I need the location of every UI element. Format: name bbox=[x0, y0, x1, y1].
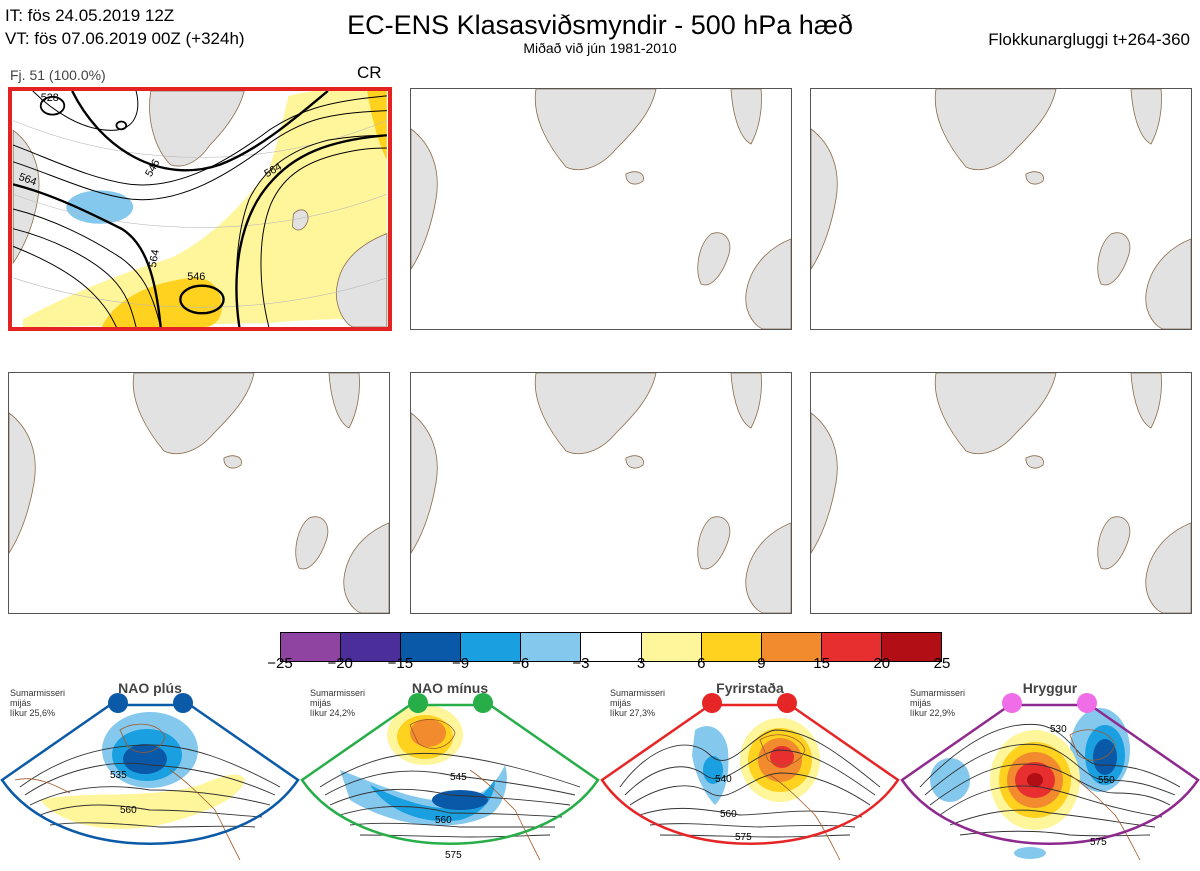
regime-nao-minus-map: 545 560 575 bbox=[300, 693, 600, 861]
regime-blocking-map: 540 560 575 bbox=[600, 693, 900, 861]
colorbar-segment bbox=[881, 633, 942, 661]
map-4-land bbox=[9, 373, 389, 613]
colorbar-tick-label: −9 bbox=[451, 655, 470, 672]
regime-info: Sumarmisseri mijás líkur 22,9% bbox=[910, 688, 966, 718]
colorbar-segment bbox=[761, 633, 822, 661]
initial-time: IT: fös 24.05.2019 12Z bbox=[5, 6, 175, 25]
negative-anomaly-area bbox=[66, 190, 134, 224]
colorbar-segment bbox=[641, 633, 702, 661]
colorbar-tick-label: −25 bbox=[267, 655, 293, 672]
contour-label: 546 bbox=[143, 157, 162, 179]
colorbar-tick-label: 20 bbox=[873, 655, 891, 672]
contour-label: 564 bbox=[147, 249, 162, 269]
contour-label: 528 bbox=[41, 92, 59, 104]
contour-label: 575 bbox=[735, 832, 752, 843]
map-2-land bbox=[411, 89, 791, 329]
colorbar-tick-label: −20 bbox=[327, 655, 353, 672]
map-6-land bbox=[811, 373, 1191, 613]
page-title: EC-ENS Klasasviðsmyndir - 500 hPa hæð bbox=[347, 10, 853, 40]
regime-nao-minus[interactable]: 545 560 575 NAO mínus Sumarmisseri mijás l… bbox=[300, 675, 600, 871]
contour-label: 575 bbox=[445, 850, 462, 861]
contour-label: 550 bbox=[1098, 775, 1115, 786]
colorbar-tick-label: −6 bbox=[512, 655, 530, 672]
colorbar-tick-label: −3 bbox=[572, 655, 590, 672]
contour-label: 575 bbox=[1090, 837, 1107, 848]
height-contours bbox=[12, 91, 387, 327]
colorbar-tick-label: 3 bbox=[636, 655, 646, 672]
run-info: IT: fös 24.05.2019 12Z VT: fös 07.06.201… bbox=[5, 4, 245, 50]
cluster-map-2[interactable] bbox=[410, 88, 792, 330]
colorbar-segment bbox=[521, 633, 582, 661]
positive-anomaly-area bbox=[22, 91, 387, 327]
map-5-land bbox=[411, 373, 791, 613]
regime-name: Fyrirstaða bbox=[716, 680, 784, 696]
colorbar-segment bbox=[401, 633, 462, 661]
contour-label: 530 bbox=[1050, 724, 1067, 735]
regime-name: Hryggur bbox=[1022, 680, 1078, 696]
colorbar-ticks: −25 −20 −15 −9 −6 −3 3 6 9 15 20 25 bbox=[267, 655, 950, 673]
cluster-map-4[interactable] bbox=[8, 372, 390, 614]
contour-label: 560 bbox=[120, 805, 137, 816]
colorbar-segment bbox=[281, 633, 342, 661]
highlighted-contours bbox=[12, 91, 387, 327]
contour-label: 546 bbox=[187, 271, 205, 283]
colorbar-tick-label: 25 bbox=[933, 655, 951, 672]
colorbar-tick-label: 15 bbox=[813, 655, 830, 672]
colorbar-segment bbox=[461, 633, 522, 661]
cluster-label: Fj. 51 (100.0%) bbox=[10, 67, 106, 83]
contour-label: 564 bbox=[17, 171, 38, 188]
anomaly-colorbar bbox=[280, 632, 942, 662]
low-centre bbox=[39, 96, 128, 131]
contour-label: 560 bbox=[720, 809, 737, 820]
regime-name: NAO plús bbox=[118, 680, 182, 696]
cluster-map-6[interactable] bbox=[810, 372, 1192, 614]
regime-nao-plus-map: 535 560 bbox=[0, 693, 300, 861]
regime-name: NAO mínus bbox=[411, 680, 489, 696]
regime-nao-plus[interactable]: 535 560 NAO plús Sumarmisseri mijás líkur … bbox=[0, 675, 300, 871]
regime-blocking[interactable]: 540 560 575 Fyrirstaða Sumarmisseri mijás… bbox=[600, 675, 900, 871]
regime-info: Sumarmisseri mijás líkur 24,2% bbox=[310, 688, 366, 718]
cluster-map-1[interactable]: 528 546 564 564 546 564 bbox=[8, 87, 392, 331]
regime-ridge-map: 530 550 575 bbox=[900, 693, 1200, 861]
valid-time: VT: fös 07.06.2019 00Z (+324h) bbox=[5, 29, 245, 48]
contour-label: 535 bbox=[110, 770, 127, 781]
strong-positive-anomaly-ne bbox=[367, 91, 387, 160]
page-subtitle: Miðað við jún 1981-2010 bbox=[523, 40, 677, 56]
map-3-land bbox=[811, 89, 1191, 329]
cluster-map-3[interactable] bbox=[810, 88, 1192, 330]
colorbar-tick-label: −15 bbox=[387, 655, 414, 672]
regime-ridge[interactable]: 530 550 575 Hryggur Sumarmisseri mijás lík… bbox=[900, 675, 1200, 871]
contour-label: 540 bbox=[715, 774, 732, 785]
contour-label: 560 bbox=[435, 815, 452, 826]
colorbar-segment bbox=[821, 633, 882, 661]
colorbar-tick-label: 9 bbox=[757, 655, 766, 672]
cluster-map-5[interactable] bbox=[410, 372, 792, 614]
colorbar-tick-label: 6 bbox=[697, 655, 706, 672]
cluster-map-1-plot: 528 546 564 564 546 564 bbox=[12, 91, 388, 327]
contour-label: 545 bbox=[450, 772, 467, 783]
colorbar-segment bbox=[581, 633, 642, 661]
regime-info: Sumarmisseri mijás líkur 27,3% bbox=[610, 688, 666, 718]
graticule bbox=[13, 120, 387, 308]
colorbar-segment bbox=[341, 633, 402, 661]
colorbar-segment bbox=[701, 633, 762, 661]
strong-positive-anomaly-area bbox=[101, 277, 222, 327]
regime-info: Sumarmisseri mijás líkur 25,6% bbox=[10, 688, 66, 718]
cluster-regime-code: CR bbox=[357, 63, 382, 82]
classification-window: Flokkunargluggi t+264-360 bbox=[988, 30, 1190, 49]
